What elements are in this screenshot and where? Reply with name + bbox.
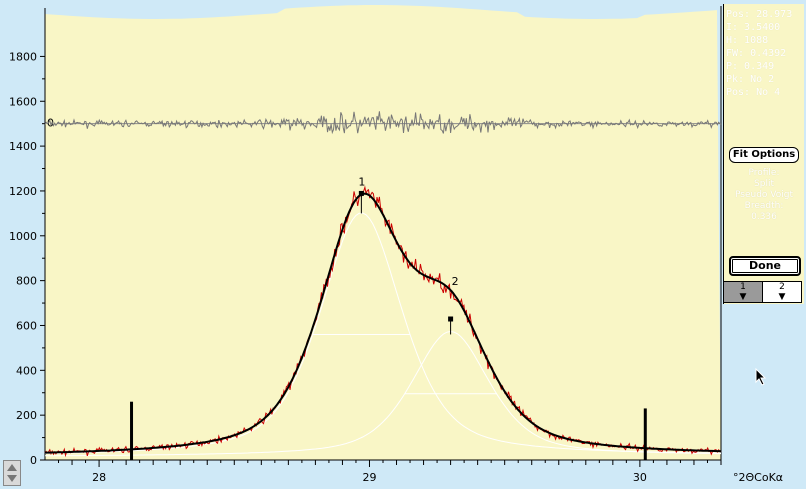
tab-peak-1[interactable]: 1 ▼: [723, 281, 763, 303]
fit-curve: [44, 192, 722, 454]
breadth-value: 0.336: [751, 212, 777, 222]
param-height: H: 1088: [726, 35, 769, 46]
breadth-label: Breadth:: [744, 201, 784, 211]
y-tick-label: 800: [16, 275, 37, 288]
param-shape: P: 0.349: [726, 61, 775, 72]
fit-side-panel: Pos: 28.973 I: 3.5400 H: 1088 FW: 0.4392…: [723, 4, 804, 304]
param-peak-number: Pk: No 2: [726, 74, 775, 85]
peak-marker-2-handle[interactable]: [448, 316, 454, 322]
y-tick-label: 1000: [9, 230, 37, 243]
residual-series: [44, 111, 722, 135]
peak-tabs: 1 ▼ 2 ▼: [723, 281, 805, 303]
tab-peak-1-marker-icon: ▼: [739, 292, 747, 302]
profile-info: Profile: Split Pseudo Voigt Breadth: 0.3…: [724, 168, 804, 223]
peak-label-1: 1: [358, 175, 365, 188]
y-tick-label: 1400: [9, 140, 37, 153]
tab-peak-2-label: 2: [779, 282, 785, 292]
component-curve-2: [44, 330, 721, 457]
range-markers[interactable]: [130, 401, 647, 460]
tab-peak-2-marker-icon: ▼: [778, 292, 786, 302]
x-tick-label: 29: [362, 471, 376, 484]
profile-type: Pseudo Voigt: [735, 190, 793, 200]
scroll-arrows-icon[interactable]: [3, 460, 21, 486]
y-tick-label: 1800: [9, 50, 37, 63]
param-fwhm: FW: 0.4392: [726, 48, 787, 59]
param-position: Pos: 28.973: [726, 9, 793, 20]
peak-parameter-list: Pos: 28.973 I: 3.5400 H: 1088 FW: 0.4392…: [724, 8, 802, 99]
y-tick-label: 600: [16, 319, 37, 332]
x-tick-label: 28: [92, 471, 106, 484]
y-tick-label: 200: [16, 409, 37, 422]
y-axis: 0 200 400 600 800 1000 1200 1400 1600 1800: [9, 8, 46, 467]
y-tick-label: 1200: [9, 185, 37, 198]
plot-background: [45, 5, 721, 460]
done-button[interactable]: Done: [729, 256, 801, 276]
peak-marker-1-handle[interactable]: [358, 190, 364, 196]
x-tick-label: 30: [633, 471, 647, 484]
tab-peak-2[interactable]: 2 ▼: [762, 281, 802, 303]
param-intensity: I: 3.5400: [726, 22, 781, 33]
profile-split: Split: [754, 179, 774, 189]
fit-options-button[interactable]: Fit Options: [729, 147, 799, 163]
y-tick-label: 0: [30, 454, 37, 467]
x-axis-unit-label: °2ΘCoKα: [733, 471, 783, 484]
mouse-pointer-icon: [755, 368, 767, 386]
peak-markers[interactable]: 12: [358, 175, 459, 335]
profile-label: Profile:: [748, 168, 780, 178]
peak-label-2: 2: [452, 275, 459, 288]
y-tick-label: 400: [16, 364, 37, 377]
param-position-number: Pos: No 4: [726, 87, 781, 98]
tab-peak-1-label: 1: [740, 282, 746, 292]
component-curves: [44, 212, 721, 457]
x-axis: 28 29 30: [45, 6, 722, 484]
y-tick-label: 1600: [9, 95, 37, 108]
